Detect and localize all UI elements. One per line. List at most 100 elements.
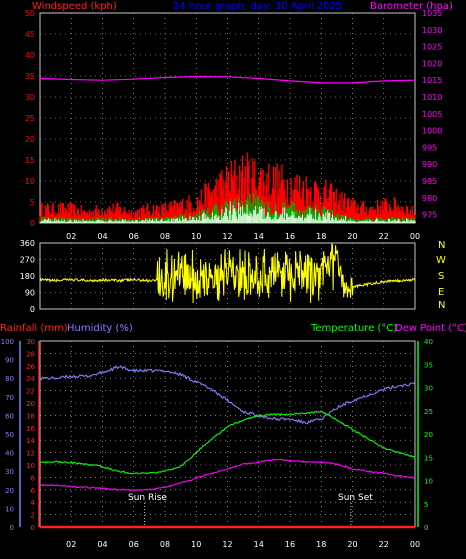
direction-line	[39, 243, 416, 304]
wind-x-tick-label: 20	[347, 232, 357, 241]
weather-x-tick-label: 00	[410, 540, 420, 549]
wind-x-tick-label: 12	[222, 232, 232, 241]
barometer-tick-label: 1020	[422, 59, 442, 68]
chart-title: 24 hour graph, day: 30 April 2025	[173, 1, 342, 12]
weather-x-tick-label: 10	[191, 540, 201, 549]
temperature-tick-label: 30	[424, 385, 433, 393]
humidity-tick-label: 70	[5, 394, 14, 402]
barometer-tick-label: 975	[422, 211, 437, 220]
compass-n-bottom: N	[438, 300, 445, 311]
wind-x-tick-label: 10	[191, 232, 201, 241]
direction-tick-label: 180	[20, 272, 35, 281]
barometer-tick-label: 995	[422, 143, 437, 152]
barometer-tick-label: 1035	[422, 9, 442, 18]
rainfall-axis-label: Rainfall (mm)	[0, 323, 68, 334]
humidity-tick-label: 80	[5, 375, 14, 383]
wind-x-tick-label: 18	[316, 232, 326, 241]
wind-x-tick-label: 04	[97, 232, 107, 241]
rainfall-tick-label: 6	[31, 487, 36, 495]
humidity-tick-label: 60	[5, 412, 14, 420]
rainfall-tick-label: 4	[31, 499, 36, 507]
weather-x-tick-label: 02	[66, 540, 76, 549]
rainfall-tick-label: 30	[26, 338, 35, 346]
weather-x-tick-label: 06	[129, 540, 139, 549]
barometer-tick-label: 980	[422, 194, 437, 203]
compass-e: E	[438, 287, 444, 298]
wind-x-tick-label: 22	[379, 232, 389, 241]
wind-tick-label: 20	[25, 135, 35, 144]
temperature-tick-label: 0	[424, 524, 428, 532]
wind-x-tick-label: 00	[410, 232, 420, 241]
rainfall-tick-label: 8	[31, 474, 35, 482]
rainfall-tick-label: 22	[26, 388, 35, 396]
compass-w: W	[436, 255, 446, 266]
humidity-line	[39, 365, 416, 425]
rainfall-tick-label: 26	[26, 363, 35, 371]
wind-tick-label: 50	[25, 9, 35, 18]
rainfall-tick-label: 20	[26, 400, 35, 408]
rainfall-tick-label: 10	[26, 462, 35, 470]
wind-tick-label: 35	[25, 72, 35, 81]
barometer-tick-label: 990	[422, 160, 437, 169]
sun-rise-label: Sun Rise	[128, 493, 167, 503]
temperature-axis-label: Temperature (°C)	[310, 323, 397, 334]
wind-x-tick-label: 02	[66, 232, 76, 241]
wind-tick-label: 25	[25, 114, 35, 123]
barometer-tick-label: 1000	[422, 127, 442, 136]
direction-tick-label: 360	[20, 239, 35, 248]
barometer-tick-label: 1015	[422, 76, 442, 85]
temperature-tick-label: 5	[424, 501, 428, 509]
humidity-tick-label: 30	[5, 468, 14, 476]
wind-tick-label: 30	[25, 93, 35, 102]
weather-x-tick-label: 04	[97, 540, 107, 549]
wind-tick-label: 15	[25, 156, 35, 165]
wind-tick-label: 45	[25, 30, 35, 39]
wind-x-tick-label: 06	[129, 232, 139, 241]
rainfall-tick-label: 12	[26, 450, 35, 458]
direction-tick-label: 270	[20, 256, 35, 265]
rainfall-tick-label: 18	[26, 412, 35, 420]
weather-x-tick-label: 22	[379, 540, 389, 549]
direction-tick-label: 0	[30, 305, 35, 314]
temperature-line	[39, 410, 416, 475]
temperature-tick-label: 35	[424, 361, 433, 369]
wind-tick-label: 0	[30, 219, 35, 228]
humidity-tick-label: 40	[5, 450, 14, 458]
rainfall-tick-label: 14	[26, 437, 35, 445]
compass-s: S	[438, 271, 444, 282]
wind-tick-label: 40	[25, 51, 35, 60]
wind-x-tick-label: 08	[160, 232, 170, 241]
weather-x-tick-label: 16	[285, 540, 295, 549]
wind-x-tick-label: 16	[285, 232, 295, 241]
barometer-tick-label: 1030	[422, 26, 442, 35]
weather-x-tick-label: 08	[160, 540, 170, 549]
barometer-line	[39, 75, 416, 84]
dewpoint-axis-label: Dew Point (°C)	[395, 323, 466, 334]
temperature-tick-label: 20	[424, 431, 433, 439]
barometer-tick-label: 1010	[422, 93, 442, 102]
compass-n-top: N	[438, 240, 445, 251]
rainfall-tick-label: 0	[31, 524, 35, 532]
direction-tick-label: 90	[25, 289, 35, 298]
humidity-tick-label: 0	[10, 524, 14, 532]
weather-x-tick-label: 20	[347, 540, 357, 549]
wind-tick-label: 10	[25, 177, 35, 186]
temperature-tick-label: 15	[424, 454, 433, 462]
barometer-tick-label: 1005	[422, 110, 442, 119]
rainfall-tick-label: 16	[26, 425, 35, 433]
humidity-tick-label: 50	[5, 431, 14, 439]
weather-x-tick-label: 18	[316, 540, 326, 549]
temperature-tick-label: 10	[424, 478, 433, 486]
barometer-tick-label: 1025	[422, 43, 442, 52]
humidity-axis-label: Humidity (%)	[67, 323, 133, 334]
humidity-tick-label: 100	[1, 338, 14, 346]
wind-tick-label: 5	[30, 198, 35, 207]
chart-layer: 0510152025303540455097598098599099510001…	[1, 9, 443, 549]
rainfall-tick-label: 24	[26, 375, 35, 383]
sun-set-label: Sun Set	[338, 493, 373, 503]
rainfall-tick-label: 2	[31, 512, 35, 520]
weather-x-tick-label: 14	[254, 540, 264, 549]
rainfall-tick-label: 28	[26, 350, 35, 358]
